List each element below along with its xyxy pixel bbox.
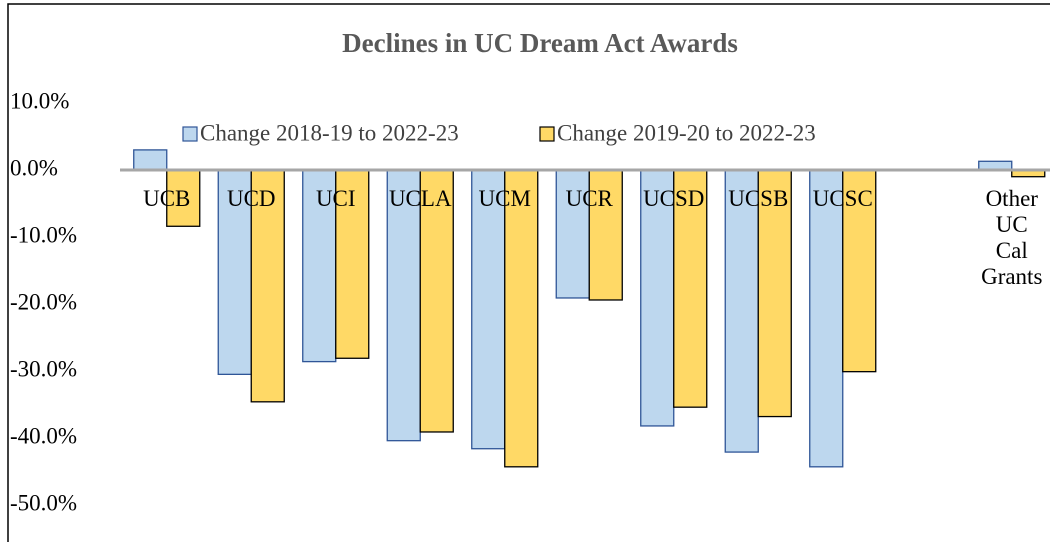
x-tick-label: Other UC Cal Grants <box>981 186 1043 289</box>
frame <box>7 3 1050 542</box>
x-tick-label: UCLA <box>388 186 452 211</box>
bar <box>133 149 168 171</box>
x-tick-label: UCD <box>226 186 276 211</box>
legend-swatch <box>539 126 555 142</box>
x-tick-label: UCSB <box>728 186 789 211</box>
y-tick-label: 10.0% <box>10 88 69 113</box>
x-tick-label: UCM <box>478 186 531 211</box>
y-tick-label: 0.0% <box>10 155 58 180</box>
bar <box>386 169 421 442</box>
x-tick-label: UCI <box>315 186 356 211</box>
legend-label: Change 2018-19 to 2022-23 <box>200 120 459 145</box>
x-tick-label: UCSD <box>643 186 705 211</box>
bar <box>724 169 759 453</box>
bar <box>757 169 792 418</box>
bar <box>673 169 708 408</box>
bar <box>504 169 539 468</box>
chart-title: Declines in UC Dream Act Awards <box>342 28 738 58</box>
x-tick-label: UCR <box>565 186 613 211</box>
legend-swatch <box>182 126 198 142</box>
x-tick-label: UCB <box>143 186 191 211</box>
y-tick-label: -30.0% <box>10 356 77 381</box>
x-tick-label: UCSC <box>812 186 873 211</box>
legend-label: Change 2019-20 to 2022-23 <box>557 120 816 145</box>
y-tick-label: -50.0% <box>10 490 77 515</box>
y-tick-label: -10.0% <box>10 222 77 247</box>
y-tick-label: -20.0% <box>10 289 77 314</box>
bar <box>166 169 201 227</box>
bar <box>302 169 337 363</box>
y-tick-label: -40.0% <box>10 423 77 448</box>
bar <box>809 169 844 468</box>
bar <box>842 169 877 373</box>
